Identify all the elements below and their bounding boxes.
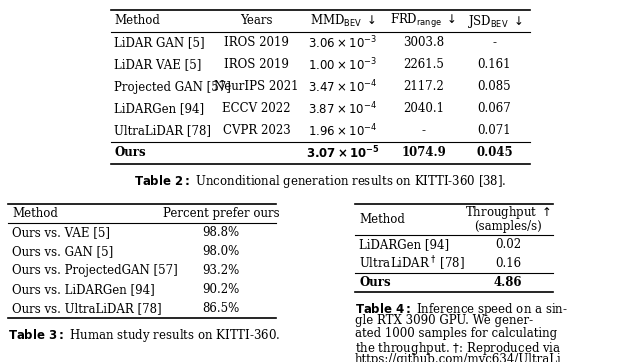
Text: $\bf{Table\ 2:}$ Unconditional generation results on KITTI-360 [38].: $\bf{Table\ 2:}$ Unconditional generatio… bbox=[134, 173, 506, 190]
Text: $1.00 \times 10^{-3}$: $1.00 \times 10^{-3}$ bbox=[308, 57, 377, 73]
Text: Percent prefer ours: Percent prefer ours bbox=[163, 207, 279, 220]
Text: 2261.5: 2261.5 bbox=[403, 59, 444, 72]
Text: ated 1000 samples for calculating: ated 1000 samples for calculating bbox=[355, 327, 557, 340]
Text: Ours: Ours bbox=[359, 276, 390, 289]
Text: -: - bbox=[422, 125, 426, 138]
Text: 98.0%: 98.0% bbox=[202, 245, 239, 258]
Text: 0.045: 0.045 bbox=[476, 147, 513, 160]
Text: Ours vs. VAE [5]: Ours vs. VAE [5] bbox=[12, 226, 110, 239]
Text: $3.47 \times 10^{-4}$: $3.47 \times 10^{-4}$ bbox=[308, 79, 377, 95]
Text: $\mathbf{3.07 \times 10^{-5}}$: $\mathbf{3.07 \times 10^{-5}}$ bbox=[305, 145, 380, 161]
Text: IROS 2019: IROS 2019 bbox=[224, 37, 289, 50]
Text: Ours vs. GAN [5]: Ours vs. GAN [5] bbox=[12, 245, 113, 258]
Text: 4.86: 4.86 bbox=[493, 276, 522, 289]
Text: JSD$_{\mathrm{BEV}}$ $\downarrow$: JSD$_{\mathrm{BEV}}$ $\downarrow$ bbox=[467, 13, 522, 29]
Text: (samples/s): (samples/s) bbox=[474, 220, 542, 233]
Text: 0.161: 0.161 bbox=[477, 59, 511, 72]
Text: Years: Years bbox=[240, 14, 273, 28]
Text: LiDAR GAN [5]: LiDAR GAN [5] bbox=[115, 37, 205, 50]
Text: 0.085: 0.085 bbox=[477, 80, 511, 93]
Text: ECCV 2022: ECCV 2022 bbox=[222, 102, 291, 115]
Text: $3.87 \times 10^{-4}$: $3.87 \times 10^{-4}$ bbox=[308, 101, 377, 117]
Text: UltraLiDAR$^\dagger$ [78]: UltraLiDAR$^\dagger$ [78] bbox=[359, 255, 465, 273]
Text: 0.071: 0.071 bbox=[477, 125, 511, 138]
Text: LiDAR VAE [5]: LiDAR VAE [5] bbox=[115, 59, 202, 72]
Text: FRD$_{\mathrm{range}}$ $\downarrow$: FRD$_{\mathrm{range}}$ $\downarrow$ bbox=[390, 12, 456, 30]
Text: IROS 2019: IROS 2019 bbox=[224, 59, 289, 72]
Text: $1.96 \times 10^{-4}$: $1.96 \times 10^{-4}$ bbox=[308, 123, 377, 139]
Text: $\bf{Table\ 4:}$ Inference speed on a sin-: $\bf{Table\ 4:}$ Inference speed on a si… bbox=[355, 301, 568, 318]
Text: LiDARGen [94]: LiDARGen [94] bbox=[115, 102, 205, 115]
Text: Method: Method bbox=[115, 14, 161, 28]
Text: https://github.com/myc634/UltraLi: https://github.com/myc634/UltraLi bbox=[355, 353, 562, 362]
Text: Ours vs. UltraLiDAR [78]: Ours vs. UltraLiDAR [78] bbox=[12, 302, 162, 315]
Text: Method: Method bbox=[12, 207, 58, 220]
Text: 93.2%: 93.2% bbox=[202, 264, 239, 277]
Text: 0.16: 0.16 bbox=[495, 257, 521, 270]
Text: UltraLiDAR [78]: UltraLiDAR [78] bbox=[115, 125, 211, 138]
Text: 2117.2: 2117.2 bbox=[403, 80, 444, 93]
Text: NeurIPS 2021: NeurIPS 2021 bbox=[214, 80, 299, 93]
Text: 3003.8: 3003.8 bbox=[403, 37, 444, 50]
Text: $\bf{Table\ 3:}$ Human study results on KITTI-360.: $\bf{Table\ 3:}$ Human study results on … bbox=[8, 327, 280, 344]
Text: 90.2%: 90.2% bbox=[202, 283, 239, 296]
Text: Method: Method bbox=[359, 213, 405, 226]
Text: Ours: Ours bbox=[115, 147, 146, 160]
Text: -: - bbox=[493, 37, 497, 50]
Text: 0.067: 0.067 bbox=[477, 102, 511, 115]
Text: Ours vs. ProjectedGAN [57]: Ours vs. ProjectedGAN [57] bbox=[12, 264, 178, 277]
Text: Projected GAN [57]: Projected GAN [57] bbox=[115, 80, 232, 93]
Text: 98.8%: 98.8% bbox=[202, 226, 239, 239]
Text: 0.02: 0.02 bbox=[495, 238, 521, 251]
Text: gle RTX 3090 GPU. We gener-: gle RTX 3090 GPU. We gener- bbox=[355, 314, 533, 327]
Text: the throughput. $\dagger$: Reproduced via: the throughput. $\dagger$: Reproduced vi… bbox=[355, 340, 561, 357]
Text: 1074.9: 1074.9 bbox=[401, 147, 446, 160]
Text: CVPR 2023: CVPR 2023 bbox=[223, 125, 291, 138]
Text: 86.5%: 86.5% bbox=[202, 302, 239, 315]
Text: Throughput $\uparrow$: Throughput $\uparrow$ bbox=[465, 204, 551, 221]
Text: 2040.1: 2040.1 bbox=[403, 102, 444, 115]
Text: Ours vs. LiDARGen [94]: Ours vs. LiDARGen [94] bbox=[12, 283, 155, 296]
Text: LiDARGen [94]: LiDARGen [94] bbox=[359, 238, 449, 251]
Text: $3.06 \times 10^{-3}$: $3.06 \times 10^{-3}$ bbox=[308, 35, 377, 51]
Text: MMD$_{\mathrm{BEV}}$ $\downarrow$: MMD$_{\mathrm{BEV}}$ $\downarrow$ bbox=[310, 13, 376, 29]
